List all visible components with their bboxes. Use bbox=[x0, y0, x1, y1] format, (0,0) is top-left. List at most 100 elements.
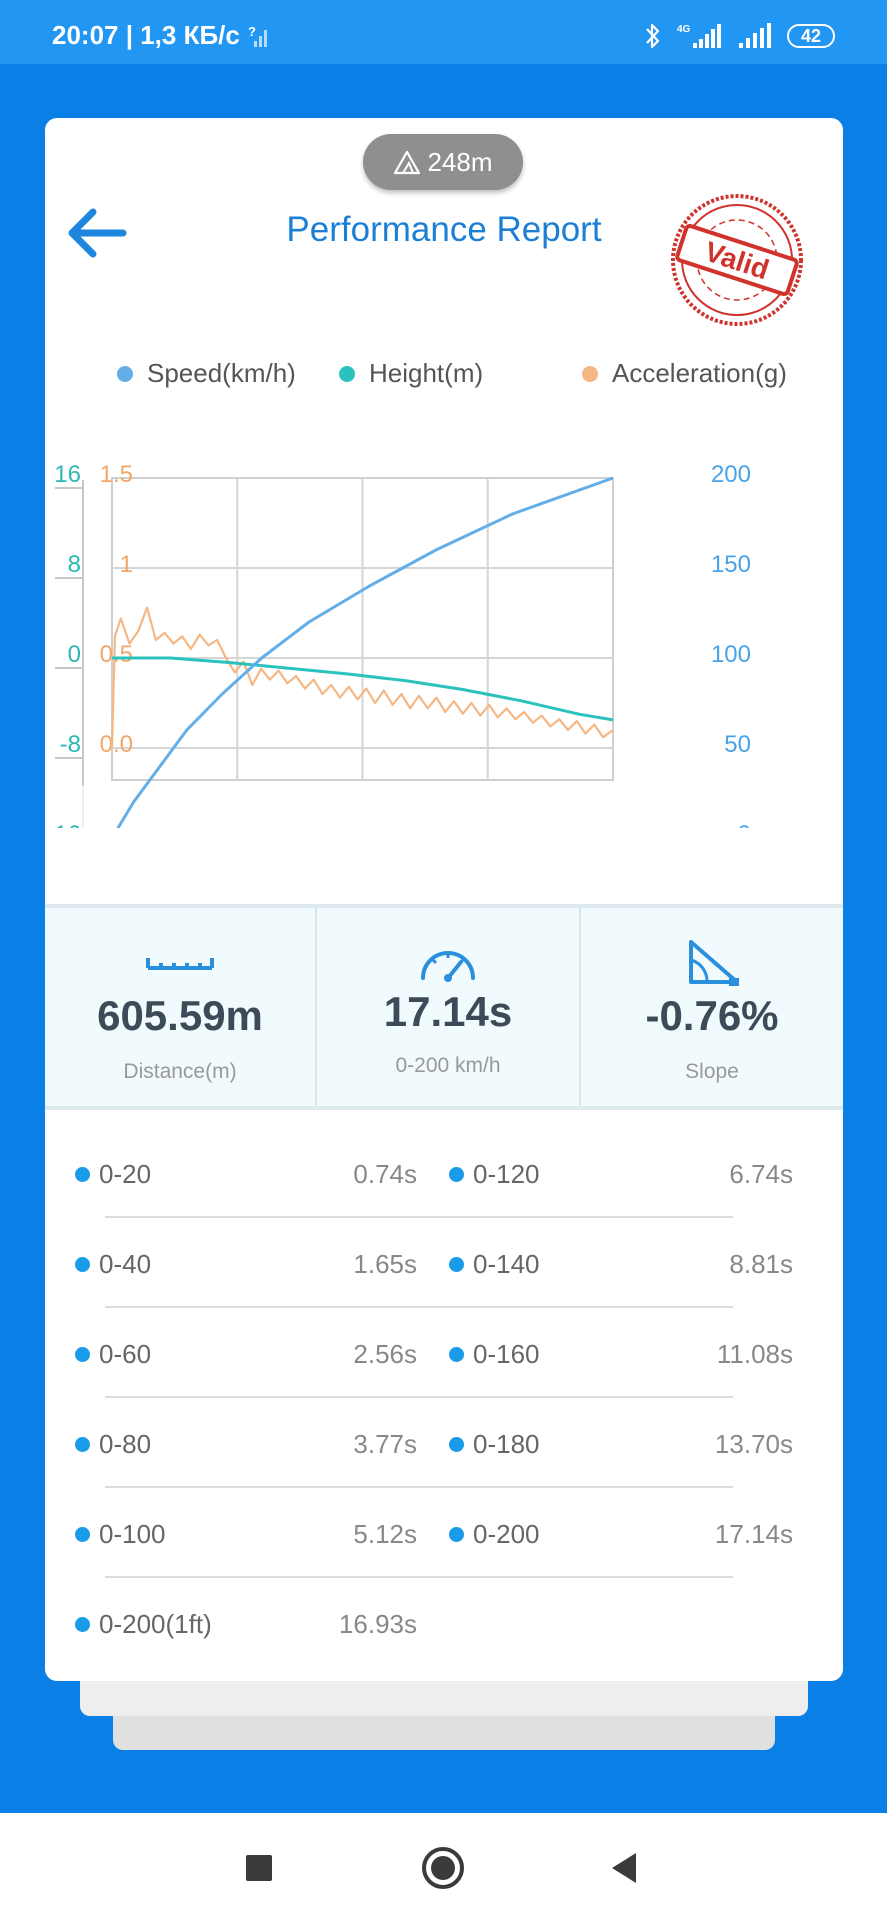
altitude-value: 248m bbox=[427, 146, 493, 177]
time-row: 0-80 3.77s 0-180 13.70s bbox=[45, 1398, 843, 1488]
time-value: 3.77s bbox=[353, 1428, 417, 1459]
time-label: 0-200 bbox=[449, 1518, 540, 1550]
legend-acceleration: Acceleration(g) bbox=[582, 358, 787, 389]
bullet-dot bbox=[449, 1526, 464, 1542]
time-label: 0-200(1ft) bbox=[75, 1608, 212, 1640]
bullet-dot bbox=[449, 1166, 464, 1182]
time-label: 0-40 bbox=[75, 1248, 151, 1280]
speed-tick-label: 200 bbox=[711, 461, 751, 488]
height-tick-label: 16 bbox=[54, 461, 81, 488]
time-value: 16.93s bbox=[338, 1608, 417, 1639]
bullet-dot bbox=[449, 1346, 464, 1362]
bullet-dot bbox=[75, 1436, 90, 1452]
acceleration-tick-label: 0.5 bbox=[100, 641, 133, 668]
bluetooth-icon bbox=[646, 23, 660, 49]
time-label: 0-180 bbox=[449, 1428, 540, 1460]
time-label: 0-120 bbox=[449, 1158, 540, 1190]
performance-chart: 16 8 0 -8 -16 1.5 1 0.5 0.0 200 150 100 50 0 bbox=[46, 461, 751, 828]
speed-tick-label: 50 bbox=[724, 731, 751, 758]
stats-panel: 605.59m Distance(m) 17.14s 0-200 km/h -0… bbox=[45, 904, 843, 1110]
legend-height: Height(m) bbox=[339, 358, 483, 389]
stat-time-value: 17.14s bbox=[383, 988, 513, 1035]
status-right: 4G 42 bbox=[643, 22, 835, 50]
bullet-dot bbox=[75, 1526, 90, 1542]
stat-time-label: 0-200 km/h bbox=[395, 1054, 501, 1077]
speed-tick-label: 150 bbox=[711, 551, 751, 578]
home-button[interactable] bbox=[418, 1843, 468, 1893]
signal-4g-icon: 4G bbox=[677, 24, 721, 48]
time-label: 0-160 bbox=[449, 1338, 540, 1370]
back-nav-button[interactable] bbox=[600, 1843, 650, 1893]
height-tick-label: -8 bbox=[60, 731, 81, 758]
time-label: 0-60 bbox=[75, 1338, 151, 1370]
stat-distance-label: Distance(m) bbox=[123, 1060, 237, 1083]
stat-slope: -0.76% Slope bbox=[579, 908, 843, 1106]
recents-button[interactable] bbox=[234, 1843, 284, 1893]
row-divider bbox=[105, 1396, 733, 1398]
acceleration-axis-ticks: 1.5 1 0.5 0.0 bbox=[100, 461, 133, 758]
status-left: 20:07 | 1,3 КБ/с ? bbox=[52, 20, 270, 51]
acceleration-tick-label: 0.0 bbox=[100, 731, 133, 758]
bullet-dot bbox=[449, 1256, 464, 1272]
time-row: 0-60 2.56s 0-160 11.08s bbox=[45, 1308, 843, 1398]
time-label: 0-20 bbox=[75, 1158, 151, 1190]
time-row: 0-100 5.12s 0-200 17.14s bbox=[45, 1488, 843, 1578]
signal-icon bbox=[738, 23, 771, 48]
speed-axis-ticks: 200 150 100 50 0 bbox=[711, 461, 751, 828]
slope-icon bbox=[689, 940, 739, 986]
report-card: 248m Performance Report Valid Speed(km/h… bbox=[45, 118, 843, 1681]
row-divider bbox=[105, 1576, 733, 1578]
acceleration-tick-label: 1 bbox=[120, 551, 133, 578]
stat-time: 17.14s 0-200 km/h bbox=[315, 908, 579, 1106]
time-value: 5.12s bbox=[353, 1518, 417, 1549]
altitude-badge: 248m bbox=[363, 134, 523, 190]
time-row: 0-40 1.65s 0-140 8.81s bbox=[45, 1218, 843, 1308]
signal-question-icon: ? bbox=[248, 24, 267, 47]
mountain-icon bbox=[394, 150, 421, 175]
back-button[interactable] bbox=[59, 198, 139, 268]
valid-stamp: Valid bbox=[671, 194, 803, 326]
bullet-dot bbox=[75, 1256, 90, 1272]
row-divider bbox=[105, 1486, 733, 1488]
row-divider bbox=[105, 1306, 733, 1308]
speed-tick-label: 0 bbox=[738, 821, 751, 828]
time-value: 11.08s bbox=[716, 1338, 793, 1369]
chart-series bbox=[110, 476, 614, 828]
height-axis-ticks: 16 8 0 -8 -16 bbox=[46, 461, 84, 828]
legend-speed-label: Speed(km/h) bbox=[147, 358, 296, 388]
stat-slope-label: Slope bbox=[685, 1060, 739, 1083]
speed-line bbox=[116, 476, 614, 828]
time-label: 0-140 bbox=[449, 1248, 540, 1280]
time-label: 0-80 bbox=[75, 1428, 151, 1460]
ruler-icon bbox=[146, 958, 214, 970]
time-value: 13.70s bbox=[714, 1428, 793, 1459]
legend-speed: Speed(km/h) bbox=[117, 358, 296, 389]
legend-acceleration-dot bbox=[582, 365, 598, 382]
stat-slope-value: -0.76% bbox=[645, 992, 779, 1039]
speedometer-icon bbox=[421, 951, 475, 982]
time-label: 0-100 bbox=[75, 1518, 166, 1550]
legend-acceleration-label: Acceleration(g) bbox=[612, 358, 787, 388]
status-time-speed: 20:07 | 1,3 КБ/с bbox=[52, 20, 240, 50]
chart-grid bbox=[111, 477, 614, 781]
height-tick-label: 0 bbox=[68, 641, 81, 668]
status-bar: 20:07 | 1,3 КБ/с ? 4G 42 bbox=[0, 0, 887, 64]
page-title: Performance Report bbox=[286, 210, 602, 249]
height-tick-label: -16 bbox=[46, 821, 81, 828]
stat-distance-value: 605.59m bbox=[97, 992, 263, 1039]
height-line bbox=[112, 656, 614, 722]
time-value: 6.74s bbox=[729, 1158, 793, 1189]
acceleration-tick-label: 1.5 bbox=[100, 461, 133, 488]
time-row: 0-200(1ft) 16.93s bbox=[45, 1578, 843, 1668]
svg-text:?: ? bbox=[248, 24, 256, 39]
bullet-dot bbox=[75, 1346, 90, 1362]
time-value: 2.56s bbox=[353, 1338, 417, 1369]
bullet-dot bbox=[449, 1436, 464, 1452]
legend-height-dot bbox=[339, 365, 355, 382]
time-value: 1.65s bbox=[353, 1248, 417, 1279]
stat-distance: 605.59m Distance(m) bbox=[45, 908, 315, 1106]
time-value: 17.14s bbox=[714, 1518, 793, 1549]
row-divider bbox=[105, 1216, 733, 1218]
battery-indicator: 42 bbox=[786, 24, 835, 48]
time-value: 0.74s bbox=[353, 1158, 417, 1189]
